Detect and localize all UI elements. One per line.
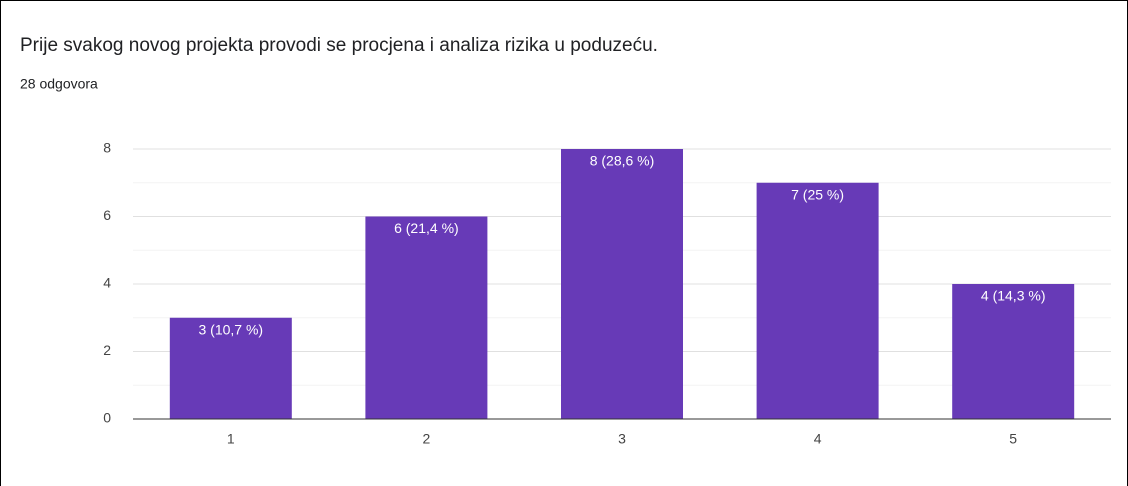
data-label: 7 (25 %) [791,186,844,202]
y-tick-label: 0 [103,410,111,426]
bar [952,284,1075,419]
bar [561,149,683,419]
x-tick-label: 2 [423,431,431,447]
x-tick-label: 1 [227,431,235,447]
y-tick-label: 2 [103,342,111,358]
y-tick-label: 8 [103,140,111,156]
bar [756,182,879,419]
x-tick-label: 5 [1009,431,1017,447]
y-tick-label: 4 [103,275,111,291]
chart-title: Prije svakog novog projekta provodi se p… [20,35,658,56]
y-tick-label: 6 [103,207,111,223]
data-label: 8 (28,6 %) [590,153,655,169]
data-label: 6 (21,4 %) [394,220,459,236]
bar [169,317,292,419]
bar [365,216,488,419]
x-tick-label: 3 [618,431,626,447]
x-tick-label: 4 [814,431,822,447]
data-label: 4 (14,3 %) [981,288,1046,304]
data-label: 3 (10,7 %) [199,321,264,337]
response-count: 28 odgovora [20,76,98,92]
